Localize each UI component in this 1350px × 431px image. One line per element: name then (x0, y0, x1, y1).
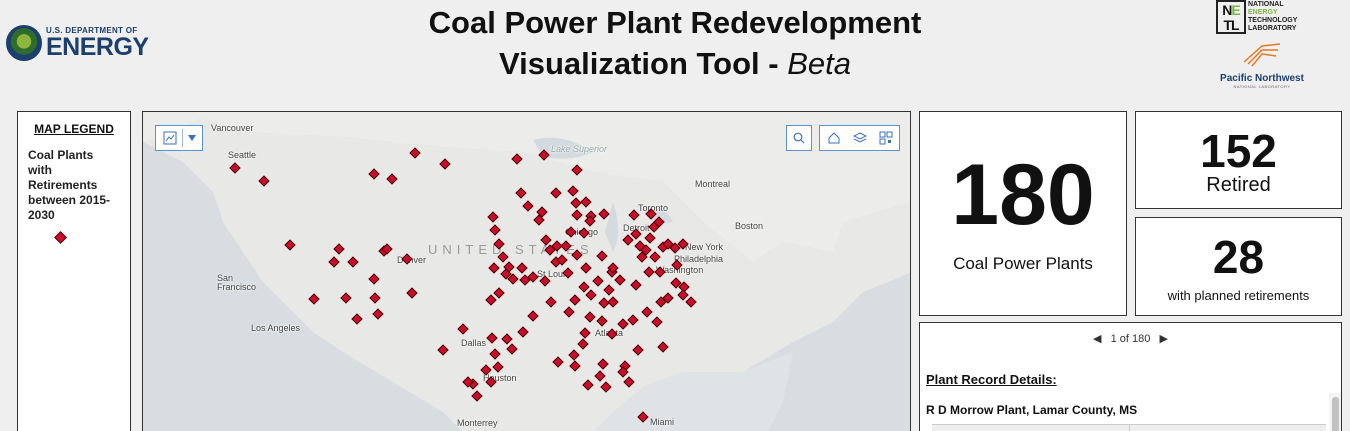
map-legend: MAP LEGEND Coal Plants with Retirements … (17, 111, 131, 431)
netl-line: TECHNOLOGY (1248, 17, 1298, 24)
retired-card: 152 Retired (1135, 111, 1342, 209)
netl-line: NATIONAL (1248, 1, 1284, 8)
plant-attribute-table (932, 424, 1326, 431)
planned-value: 28 (1212, 231, 1265, 283)
chevron-down-icon (187, 135, 196, 141)
page-title: Coal Power Plant Redevelopment Visualiza… (330, 2, 1020, 84)
layers-icon[interactable] (852, 131, 867, 145)
qr-code-icon[interactable] (879, 131, 893, 145)
doe-logo: U.S. DEPARTMENT OF ENERGY (6, 25, 149, 61)
search-icon (793, 132, 805, 144)
beta-label: Beta (787, 46, 851, 81)
map-tool-group (819, 125, 900, 151)
netl-logo: NE TL NATIONAL ENERGY TECHNOLOGY LABORATO… (1216, 0, 1297, 34)
total-plants-card: 180 Coal Power Plants (919, 111, 1127, 316)
total-plants-value: 180 (951, 147, 1095, 243)
pnnl-sub: NATIONAL LABORATORY (1233, 84, 1291, 89)
record-pager: ◀ 1 of 180 ▶ (920, 332, 1341, 345)
city-label: Los Angeles (251, 323, 301, 333)
total-plants-label: Coal Power Plants (953, 254, 1093, 273)
city-label: Detroit (623, 223, 650, 233)
city-label: St Louis (537, 269, 570, 279)
pnnl-name: Pacific Northwest (1220, 73, 1304, 84)
previous-record-button[interactable]: ◀ (1092, 333, 1102, 345)
city-label: Dallas (461, 338, 487, 348)
doe-logo-small: U.S. DEPARTMENT OF (46, 25, 138, 35)
record-counter: 1 of 180 (1110, 333, 1151, 345)
basemap (143, 112, 910, 431)
legend-title: MAP LEGEND (34, 122, 114, 136)
city-label: New York (685, 242, 724, 252)
country-label: UNITED STATES (428, 242, 594, 257)
city-label: Montreal (695, 179, 731, 189)
doe-logo-big: ENERGY (46, 32, 149, 61)
basemap-gallery-icon (163, 131, 176, 145)
map-view[interactable]: Vancouver Seattle Montreal Toronto Boston Det… (142, 111, 911, 431)
next-record-button[interactable]: ▶ (1159, 333, 1169, 345)
plant-name: R D Morrow Plant, Lamar County, MS (926, 403, 1138, 417)
retired-label: Retired (1206, 174, 1271, 196)
retired-value: 152 (1200, 125, 1277, 177)
city-label: Washington (656, 265, 704, 275)
city-label: San Francisco (217, 273, 257, 292)
legend-label: Coal Plants with Retirements between 201… (28, 148, 111, 222)
city-label: Seattle (228, 150, 257, 160)
planned-label: with planned retirements (1167, 288, 1310, 303)
city-label: Boston (735, 221, 764, 231)
city-label: Monterrey (457, 418, 498, 428)
doe-seal-icon (6, 25, 42, 61)
netl-mark-icon: NE TL (1216, 0, 1246, 34)
city-label: Toronto (638, 203, 669, 213)
detail-scrollbar[interactable] (1329, 393, 1341, 431)
city-label: Vancouver (211, 123, 254, 133)
plant-record-heading: Plant Record Details: (926, 372, 1057, 387)
lake-label: Lake Superior (551, 144, 608, 154)
title-line-1: Coal Power Plant Redevelopment (428, 5, 922, 40)
title-line-2: Visualization Tool - Beta (499, 46, 851, 81)
planned-card: 28 with planned retirements (1135, 217, 1342, 316)
home-icon[interactable] (827, 131, 841, 145)
basemap-gallery-button[interactable] (155, 125, 203, 151)
pnnl-mark-icon (1243, 43, 1281, 67)
search-button[interactable] (786, 125, 812, 151)
scrollbar-thumb[interactable] (1332, 397, 1339, 431)
city-label: Philadelphia (674, 254, 724, 264)
netl-line: LABORATORY (1248, 25, 1297, 32)
plant-record-panel: ◀ 1 of 180 ▶ Plant Record Details: R D M… (919, 322, 1342, 431)
legend-diamond-icon (54, 231, 67, 244)
netl-line: ENERGY (1248, 9, 1278, 16)
city-label: Miami (650, 417, 674, 427)
pnnl-logo: Pacific Northwest NATIONAL LABORATORY (1206, 42, 1318, 89)
city-label: Houston (483, 373, 517, 383)
